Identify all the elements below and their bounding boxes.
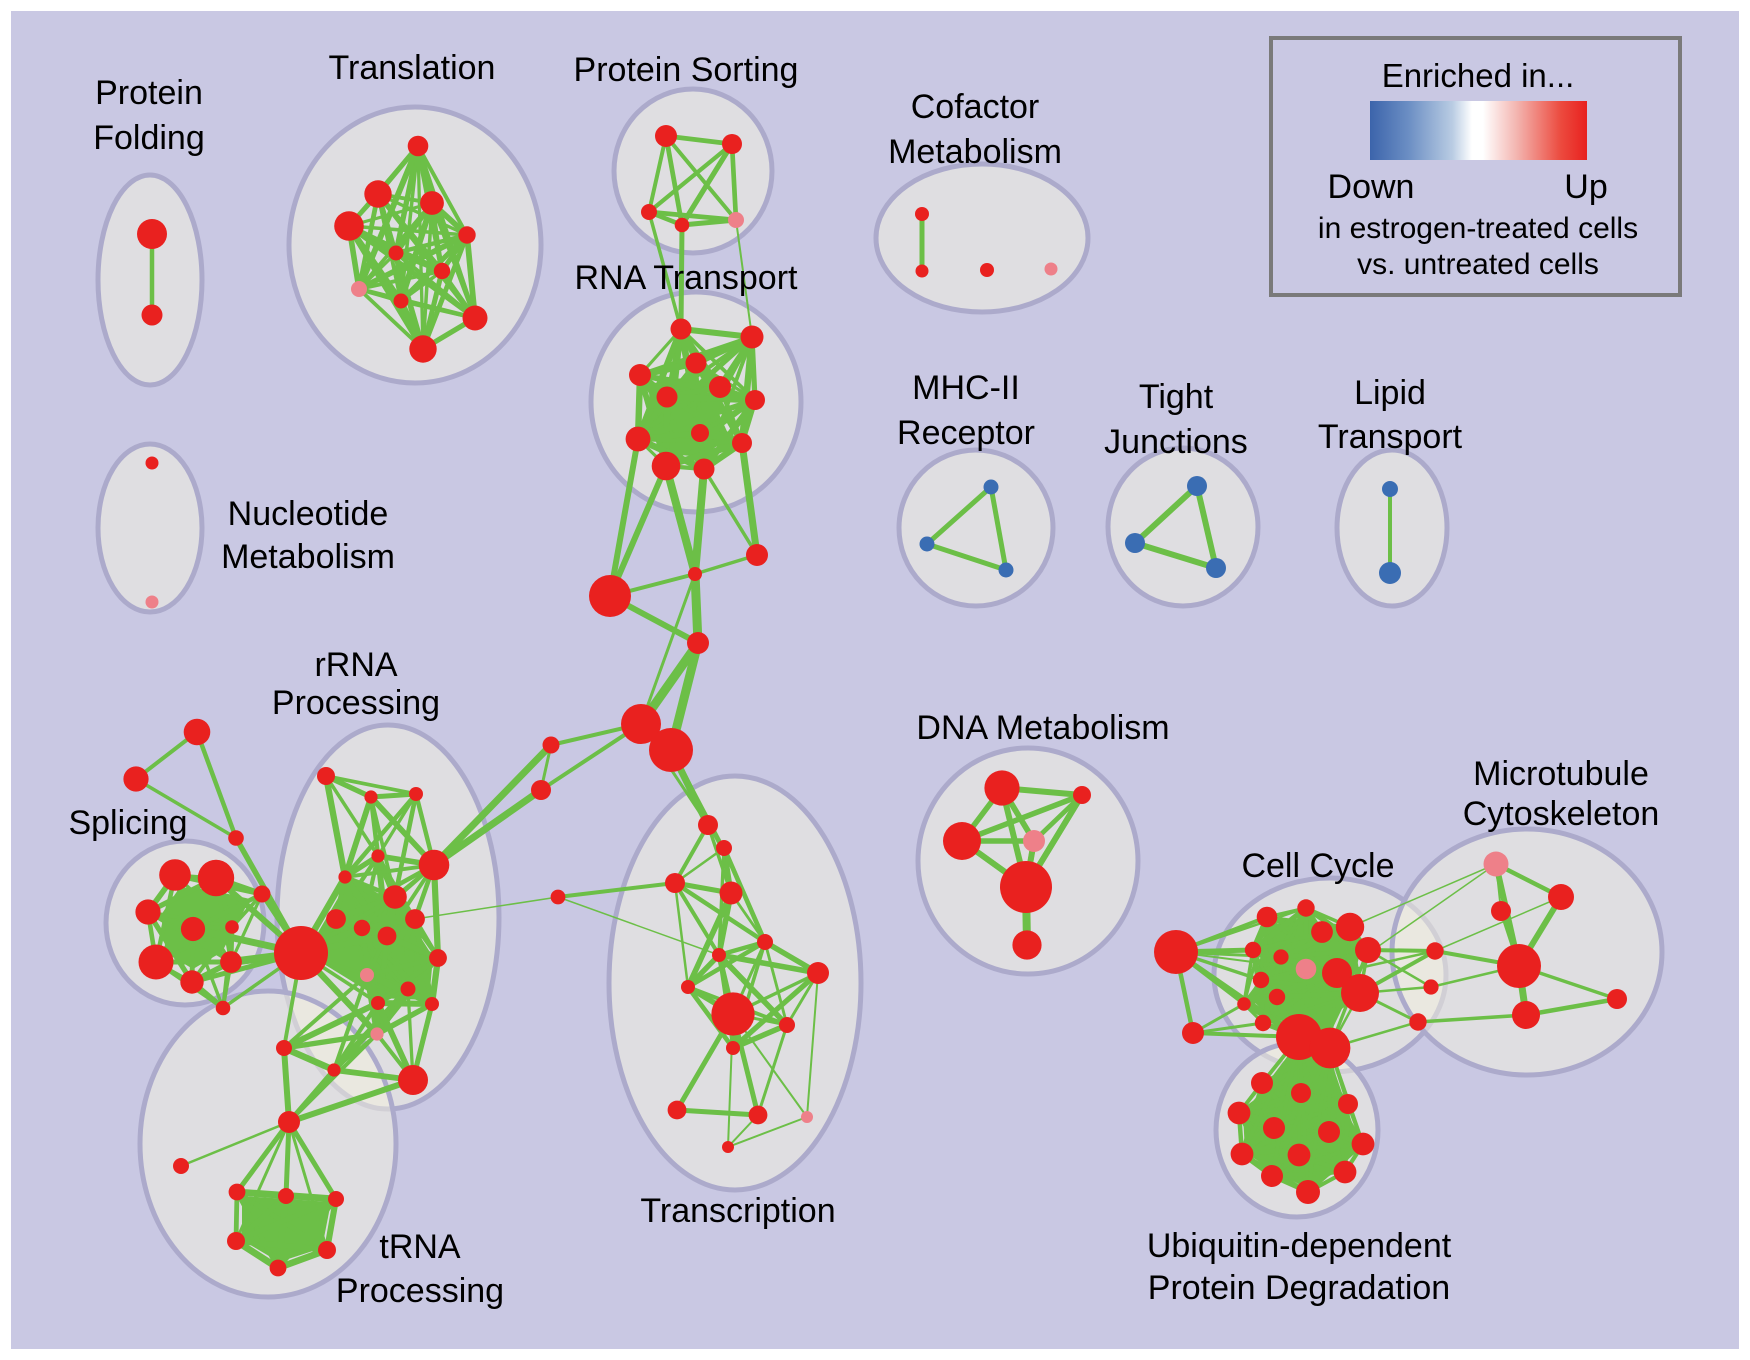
svg-text:Up: Up [1564, 168, 1607, 206]
svg-text:Protein Degradation: Protein Degradation [1148, 1269, 1450, 1307]
svg-text:Transcription: Transcription [640, 1192, 835, 1230]
svg-text:Junctions: Junctions [1104, 423, 1248, 461]
svg-text:rRNA: rRNA [314, 646, 397, 684]
svg-text:MHC-II: MHC-II [912, 369, 1020, 407]
svg-text:Ubiquitin-dependent: Ubiquitin-dependent [1147, 1227, 1452, 1265]
svg-text:Metabolism: Metabolism [888, 133, 1062, 171]
svg-text:Translation: Translation [329, 49, 496, 87]
svg-text:tRNA: tRNA [379, 1228, 461, 1266]
svg-text:Cytoskeleton: Cytoskeleton [1463, 795, 1660, 833]
svg-text:Lipid: Lipid [1354, 374, 1426, 412]
svg-text:Transport: Transport [1318, 418, 1463, 456]
svg-text:in estrogen-treated cells: in estrogen-treated cells [1318, 212, 1638, 245]
svg-text:Splicing: Splicing [68, 804, 187, 842]
svg-text:Protein: Protein [95, 74, 203, 112]
svg-text:Cell Cycle: Cell Cycle [1241, 847, 1394, 885]
svg-text:Metabolism: Metabolism [221, 538, 395, 576]
svg-text:Processing: Processing [336, 1272, 504, 1310]
svg-text:RNA Transport: RNA Transport [575, 259, 799, 297]
svg-text:Cofactor: Cofactor [911, 88, 1040, 126]
svg-text:Down: Down [1328, 168, 1415, 206]
svg-text:Folding: Folding [93, 119, 205, 157]
svg-text:Receptor: Receptor [897, 414, 1035, 452]
svg-text:vs. untreated cells: vs. untreated cells [1357, 248, 1599, 281]
svg-text:Microtubule: Microtubule [1473, 755, 1649, 793]
svg-text:Nucleotide: Nucleotide [228, 495, 389, 533]
svg-text:Tight: Tight [1139, 378, 1214, 416]
svg-text:Protein Sorting: Protein Sorting [574, 51, 799, 89]
svg-text:Processing: Processing [272, 684, 440, 722]
svg-text:Enriched in...: Enriched in... [1382, 57, 1575, 94]
svg-text:DNA Metabolism: DNA Metabolism [916, 709, 1169, 747]
